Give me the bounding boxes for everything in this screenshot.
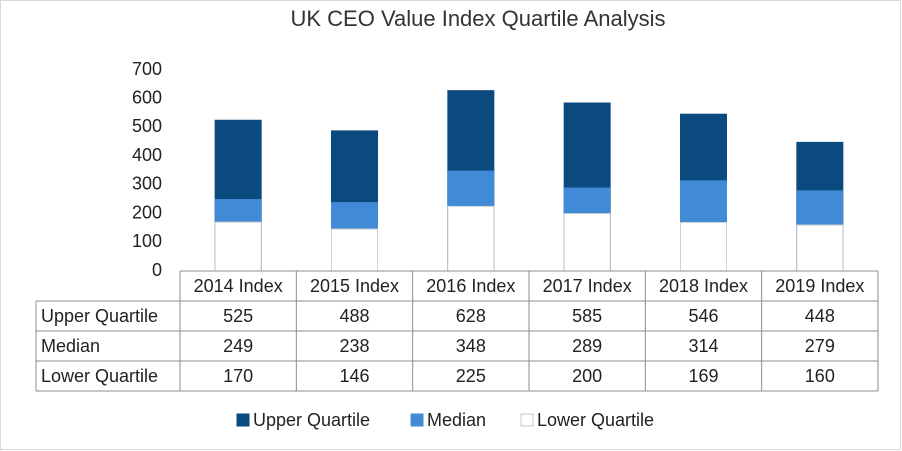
table-cell: 170 [223,366,253,386]
table-cell: 448 [805,306,835,326]
y-tick-label: 600 [132,87,162,107]
y-tick-label: 100 [132,231,162,251]
table-row-label: Median [41,336,100,356]
y-tick-label: 200 [132,202,162,222]
x-tick-label: 2014 Index [194,276,283,296]
table-cell: 238 [339,336,369,356]
legend-swatch [410,413,424,427]
table-row-label: Upper Quartile [41,306,158,326]
table-cell: 225 [456,366,486,386]
legend-label: Lower Quartile [537,410,654,430]
bar [680,221,727,272]
table-cell: 585 [572,306,602,326]
y-tick-label: 500 [132,116,162,136]
bar [331,228,378,272]
y-tick-label: 400 [132,145,162,165]
table-cell: 488 [339,306,369,326]
legend-swatch [236,413,250,427]
x-tick-label: 2018 Index [659,276,748,296]
x-tick-label: 2017 Index [543,276,632,296]
chart-title: UK CEO Value Index Quartile Analysis [291,6,666,31]
x-tick-label: 2015 Index [310,276,399,296]
table-cell: 160 [805,366,835,386]
table-cell: 348 [456,336,486,356]
y-tick-label: 0 [152,260,162,280]
table-cell: 200 [572,366,602,386]
table-cell: 546 [688,306,718,326]
bar [214,221,262,272]
table-cell: 314 [688,336,718,356]
table-cell: 249 [223,336,253,356]
table-cell: 289 [572,336,602,356]
bar [447,205,495,272]
legend-label: Upper Quartile [253,410,370,430]
x-tick-label: 2019 Index [775,276,864,296]
table-cell: 169 [688,366,718,386]
bar [796,224,844,272]
legend-label: Median [427,410,486,430]
y-tick-label: 300 [132,174,162,194]
x-tick-label: 2016 Index [426,276,515,296]
table-cell: 279 [805,336,835,356]
legend-swatch [520,413,534,427]
table-cell: 146 [339,366,369,386]
table-row-label: Lower Quartile [41,366,158,386]
table-cell: 525 [223,306,253,326]
table-cell: 628 [456,306,486,326]
y-tick-label: 700 [132,59,162,79]
bar [563,213,611,272]
